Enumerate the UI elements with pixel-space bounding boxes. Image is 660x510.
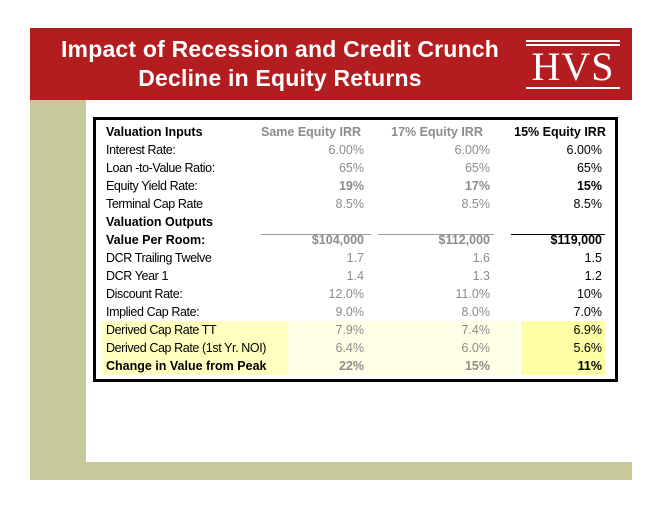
highlight-label-bg <box>102 321 288 339</box>
row-label: Value Per Room: <box>106 233 206 247</box>
cell-17-irr: 6.0% <box>461 341 491 355</box>
cell-15-irr: $119,000 <box>550 233 602 247</box>
row-label: Interest Rate: <box>106 143 176 157</box>
highlight-middle-bg <box>288 357 520 375</box>
cell-15-irr: 65% <box>576 161 602 175</box>
cell-17-irr: 1.6 <box>472 251 490 265</box>
row-label: Equity Yield Rate: <box>106 179 198 193</box>
column-header-15-irr: 15% Equity IRR <box>514 125 606 139</box>
highlighted-row: Change in Value from Peak 22% 15% 11% <box>96 357 615 375</box>
highlighted-row: Derived Cap Rate TT 7.9% 7.4% 6.9% <box>96 321 615 339</box>
valuation-table: Valuation Inputs Same Equity IRR 17% Equ… <box>93 117 618 382</box>
row-label: Discount Rate: <box>106 287 183 301</box>
table-header-row: Valuation Inputs Same Equity IRR 17% Equ… <box>96 123 615 141</box>
cell-17-irr: 1.3 <box>472 269 490 283</box>
highlight-label-bg <box>102 339 288 357</box>
cell-same-irr: 1.7 <box>346 251 364 265</box>
logo-rule-top-1 <box>526 40 620 42</box>
decorative-band-left <box>30 100 86 480</box>
table-row: Equity Yield Rate: 19% 17% 15% <box>96 177 615 195</box>
cell-17-irr: $112,000 <box>438 233 490 247</box>
column-header-inputs: Valuation Inputs <box>106 125 203 139</box>
cell-17-irr: 8.0% <box>461 305 491 319</box>
cell-17-irr: 15% <box>464 359 490 373</box>
table-row: Value Per Room: $104,000 $112,000 $119,0… <box>96 231 615 249</box>
cell-same-irr: 65% <box>338 161 364 175</box>
cell-same-irr: 7.9% <box>335 323 365 337</box>
row-label: Change in Value from Peak <box>106 359 267 373</box>
table-row: Terminal Cap Rate 8.5% 8.5% 8.5% <box>96 195 615 213</box>
cell-17-irr: 8.5% <box>461 197 491 211</box>
row-label: Implied Cap Rate: <box>106 305 200 319</box>
cell-15-irr: 1.2 <box>584 269 602 283</box>
cell-same-irr: 9.0% <box>335 305 365 319</box>
row-label: Terminal Cap Rate <box>106 197 203 211</box>
row-label: Loan -to-Value Ratio: <box>106 161 215 175</box>
highlighted-row: Derived Cap Rate (1st Yr. NOI) 6.4% 6.0%… <box>96 339 615 357</box>
column-header-same-irr: Same Equity IRR <box>260 125 362 139</box>
cell-15-irr: 15% <box>576 179 602 193</box>
cell-17-irr: 7.4% <box>461 323 491 337</box>
title-line-2: Decline in Equity Returns <box>138 65 422 91</box>
title-line-1: Impact of Recession and Credit Crunch <box>60 36 500 62</box>
cell-15-irr: 6.9% <box>573 323 603 337</box>
table-row: DCR Year 1 1.4 1.3 1.2 <box>96 267 615 285</box>
cell-17-irr: 6.00% <box>454 143 490 157</box>
cell-same-irr: $104,000 <box>311 233 364 247</box>
decorative-band-bottom <box>30 462 632 480</box>
cell-same-irr: 22% <box>338 359 364 373</box>
underline-17-irr <box>378 234 494 235</box>
logo-rule-top-2 <box>526 44 620 46</box>
cell-same-irr: 12.0% <box>328 287 364 301</box>
cell-same-irr: 1.4 <box>346 269 364 283</box>
cell-15-irr: 11% <box>577 359 602 373</box>
cell-same-irr: 8.5% <box>335 197 365 211</box>
highlight-middle-bg <box>288 339 520 357</box>
cell-15-irr: 6.00% <box>566 143 602 157</box>
row-label: DCR Year 1 <box>106 269 169 283</box>
cell-same-irr: 6.00% <box>328 143 364 157</box>
table-row: DCR Trailing Twelve 1.7 1.6 1.5 <box>96 249 615 267</box>
table-row: Discount Rate: 12.0% 11.0% 10% <box>96 285 615 303</box>
cell-15-irr: 5.6% <box>573 341 603 355</box>
cell-same-irr: 19% <box>338 179 364 193</box>
cell-17-irr: 17% <box>464 179 490 193</box>
underline-15-irr <box>511 234 605 235</box>
row-label: DCR Trailing Twelve <box>106 251 212 265</box>
cell-15-irr: 1.5 <box>584 251 602 265</box>
table-row: Interest Rate: 6.00% 6.00% 6.00% <box>96 141 615 159</box>
row-label: Derived Cap Rate (1st Yr. NOI) <box>106 341 267 355</box>
highlight-right-bg <box>521 339 605 357</box>
highlight-right-bg <box>521 321 605 339</box>
column-header-17-irr: 17% Equity IRR <box>391 125 483 139</box>
table-row: Implied Cap Rate: 9.0% 8.0% 7.0% <box>96 303 615 321</box>
cell-same-irr: 6.4% <box>335 341 365 355</box>
cell-15-irr: 10% <box>576 287 602 301</box>
hvs-logo: HVS <box>526 37 620 91</box>
cell-17-irr: 65% <box>464 161 490 175</box>
section-heading-row: Valuation Outputs <box>96 213 615 231</box>
cell-15-irr: 8.5% <box>573 197 603 211</box>
cell-17-irr: 11.0% <box>455 287 490 301</box>
row-label: Derived Cap Rate TT <box>106 323 217 337</box>
logo-rule-bottom <box>526 87 620 89</box>
slide-title: Impact of Recession and Credit Crunch De… <box>30 35 530 93</box>
underline-same-irr <box>261 234 371 235</box>
cell-15-irr: 7.0% <box>573 305 603 319</box>
highlight-label-bg <box>102 357 288 375</box>
table-row: Loan -to-Value Ratio: 65% 65% 65% <box>96 159 615 177</box>
logo-text: HVS <box>531 44 615 89</box>
highlight-middle-bg <box>288 321 520 339</box>
slide-header: Impact of Recession and Credit Crunch De… <box>30 28 632 100</box>
section-heading-outputs: Valuation Outputs <box>106 215 213 229</box>
highlight-right-bg <box>521 357 605 375</box>
